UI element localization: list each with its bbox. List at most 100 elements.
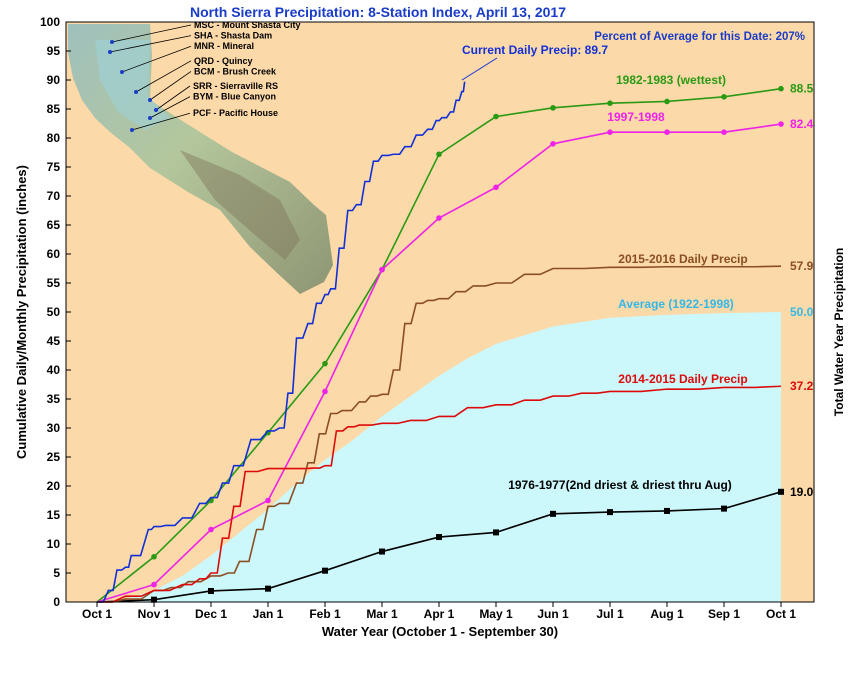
y-tick-label: 85 <box>47 102 61 116</box>
y-tick-label: 90 <box>47 73 61 87</box>
x-tick-label: May 1 <box>479 607 513 621</box>
y-tick-label: 75 <box>47 160 61 174</box>
x-tick-label: Apr 1 <box>424 607 455 621</box>
y-tick-label: 60 <box>47 247 61 261</box>
station-marker <box>134 90 138 94</box>
y-tick-label: 15 <box>47 508 61 522</box>
y-tick-label: 30 <box>47 421 61 435</box>
station-label-msc: MSC - Mount Shasta City <box>194 20 301 30</box>
y-axis: 0 5 10 15 20 25 30 35 40 45 50 55 60 65 70 75 80 85 90 95 10… <box>40 15 71 609</box>
data-point <box>721 94 727 100</box>
data-point <box>607 509 613 516</box>
y-tick-label: 45 <box>47 334 61 348</box>
station-label-sha: SHA - Shasta Dam <box>194 31 272 41</box>
data-point <box>778 488 784 495</box>
station-marker <box>108 50 112 54</box>
data-point <box>550 510 556 517</box>
series-label-average-1922-1998: Average (1922-1998) <box>618 297 734 311</box>
data-point <box>151 553 157 560</box>
data-point <box>151 596 157 603</box>
data-point <box>436 215 442 221</box>
data-point <box>778 121 784 127</box>
data-point <box>721 129 727 135</box>
y-tick-label: 0 <box>53 595 60 609</box>
data-point <box>436 534 442 541</box>
y-tick-label: 35 <box>47 392 61 406</box>
chart-title: North Sierra Precipitation: 8-Station In… <box>190 4 566 20</box>
x-tick-label: Dec 1 <box>195 607 227 621</box>
data-point <box>208 587 214 594</box>
x-tick-label: Jul 1 <box>596 607 624 621</box>
series-line-current-daily-precip <box>97 81 466 603</box>
x-tick-label: Mar 1 <box>366 607 398 621</box>
station-pointer <box>135 60 192 93</box>
data-point <box>436 151 442 158</box>
series-label-1997-1998: 1997-1998 <box>607 110 665 124</box>
data-point <box>778 85 784 92</box>
data-point <box>151 581 157 588</box>
station-pointer <box>131 112 191 131</box>
y-tick-label: 50 <box>47 305 61 319</box>
series-total-average-1922-1998: 50.0 <box>790 305 814 319</box>
data-point <box>550 141 556 147</box>
data-point <box>550 105 556 111</box>
series-line-2014-2015-daily-precip <box>97 385 782 603</box>
y-axis-label: Cumulative Daily/Monthly Precipitation (… <box>14 165 29 459</box>
average-area-layer <box>97 312 781 602</box>
y-tick-label: 80 <box>47 131 61 145</box>
data-point <box>322 388 328 395</box>
series-label-current-daily-precip: Current Daily Precip: 89.7 <box>462 43 608 57</box>
y-tick-label: 10 <box>47 537 61 551</box>
station-label-mnr: MNR - Mineral <box>194 41 254 51</box>
series-total-1976-1977-2nd-driest-driest-thru-aug: 19.0 <box>790 485 814 499</box>
y-tick-label: 70 <box>47 189 61 203</box>
series-labels: Average (1922-1998) 50.0 1982-1983 (wettes… <box>461 43 814 499</box>
station-marker <box>148 98 152 102</box>
current-label-pointer <box>461 57 498 81</box>
data-point <box>208 526 214 533</box>
percent-of-average-note: Percent of Average for this Date: 207% <box>594 31 805 43</box>
station-marker <box>120 70 124 74</box>
station-pointer <box>121 45 192 73</box>
data-point <box>265 585 271 592</box>
data-point <box>265 497 271 504</box>
data-point <box>721 505 727 512</box>
data-point <box>493 184 499 191</box>
x-tick-label: Aug 1 <box>650 607 684 621</box>
x-tick-label: Oct 1 <box>766 607 796 621</box>
station-label-srr: SRR - Sierraville RS <box>193 81 278 91</box>
series-line-2015-2016-daily-precip <box>97 265 782 603</box>
series-total-2014-2015-daily-precip: 37.2 <box>790 379 814 393</box>
station-pointer <box>111 24 192 43</box>
station-pointer <box>149 71 192 101</box>
station-pointer <box>155 85 191 111</box>
station-marker <box>130 128 134 132</box>
x-tick-label: Feb 1 <box>309 607 341 621</box>
y-tick-label: 55 <box>47 276 61 290</box>
station-pointer <box>109 35 192 53</box>
data-point <box>493 529 499 536</box>
x-tick-label: Jun 1 <box>537 607 569 621</box>
x-tick-label: Jan 1 <box>253 607 284 621</box>
series-total-2015-2016-daily-precip: 57.9 <box>790 259 814 273</box>
y-tick-label: 5 <box>53 566 60 580</box>
series-label-2015-2016-daily-precip: 2015-2016 Daily Precip <box>618 252 747 266</box>
y-tick-label: 95 <box>47 44 61 58</box>
data-point <box>664 129 670 135</box>
series-layer <box>96 81 784 603</box>
station-pointer <box>149 96 191 119</box>
station-label-bym: BYM - Blue Canyon <box>193 92 276 102</box>
x-axis: Oct 1 Nov 1 Dec 1 Jan 1 Feb 1 Mar 1 Apr 1 May 1… <box>82 602 796 621</box>
x-axis-label: Water Year (October 1 - September 30) <box>322 624 558 639</box>
data-point <box>322 360 328 367</box>
y-tick-label: 20 <box>47 479 61 493</box>
y-tick-label: 25 <box>47 450 61 464</box>
x-tick-label: Nov 1 <box>138 607 171 621</box>
station-marker <box>148 116 152 120</box>
y-axis-label-right: Total Water Year Precipitation <box>832 248 846 417</box>
y-tick-label: 65 <box>47 218 61 232</box>
series-area-average-1922-1998 <box>97 312 781 602</box>
data-point <box>664 98 670 105</box>
